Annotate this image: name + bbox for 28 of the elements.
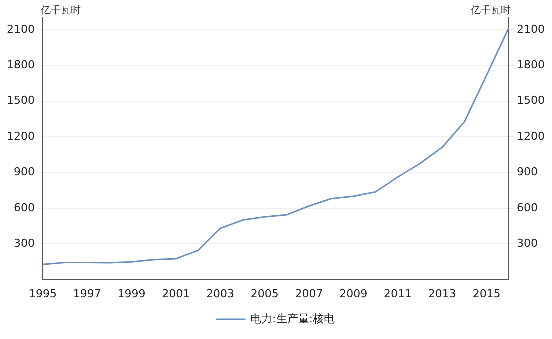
- y2-axis-title: 亿千瓦时: [470, 4, 512, 17]
- y-tick-label: 600: [14, 201, 35, 214]
- y-tick-label: 1800: [6, 58, 35, 72]
- y2-tick-label: 300: [517, 236, 538, 250]
- x-tick-label: 1995: [28, 287, 57, 300]
- y-tick-label: 2100: [6, 22, 35, 36]
- y-tick-label: 900: [14, 166, 35, 179]
- x-tick-label: 2013: [428, 287, 456, 300]
- y2-tick-label: 1500: [517, 94, 546, 108]
- x-tick-label: 1997: [73, 287, 102, 300]
- x-tick-label: 2009: [340, 287, 368, 300]
- y2-tick-label: 2100: [517, 22, 546, 36]
- x-tick-label: 2011: [384, 287, 412, 300]
- x-tick-label: 2001: [162, 287, 190, 300]
- x-tick-label: 2005: [250, 287, 279, 300]
- x-tick-label: 2003: [206, 287, 235, 300]
- y-tick-label: 1200: [6, 130, 35, 143]
- y2-tick-label: 1200: [517, 130, 546, 143]
- legend-label: 电力:生产量:核电: [250, 312, 335, 326]
- x-tick-label: 1999: [118, 287, 146, 300]
- y2-tick-label: 1800: [517, 58, 546, 72]
- x-tick-label: 2007: [295, 287, 324, 300]
- y-tick-label: 1500: [6, 94, 35, 108]
- y2-tick-label: 900: [517, 166, 538, 179]
- y-axis-title: 亿千瓦时: [40, 4, 81, 17]
- x-tick-label: 2015: [472, 287, 501, 300]
- y2-tick-label: 600: [517, 201, 538, 214]
- y-tick-label: 300: [14, 236, 35, 250]
